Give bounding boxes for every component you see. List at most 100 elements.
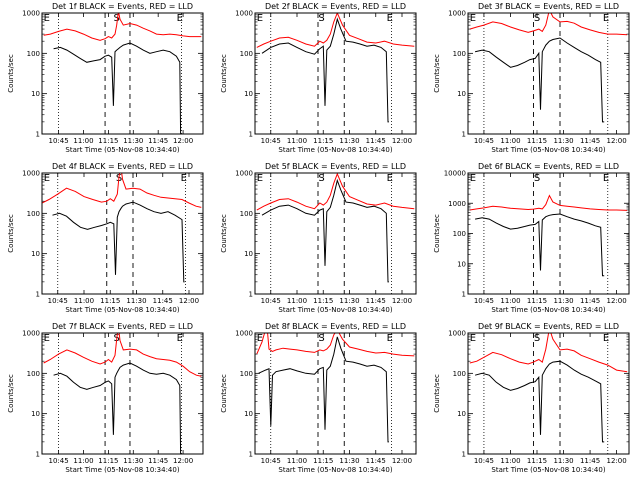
x-tick-label: 11:15: [527, 457, 547, 465]
x-tick-label: 12:00: [392, 137, 412, 145]
segment-label: S: [534, 173, 540, 184]
x-tick-label: 11:15: [100, 297, 120, 305]
y-tick-label: 1: [249, 131, 253, 139]
x-tick-label: 11:45: [153, 297, 173, 305]
x-tick-label: 11:30: [123, 137, 143, 145]
det-panel-6: Det 6f BLACK = Events, RED = LLD E S E 10:45…: [426, 160, 639, 320]
y-tick-label: 1: [36, 131, 40, 139]
series-lld: [43, 13, 202, 41]
series-events: [261, 178, 389, 283]
y-tick-label: 10: [457, 90, 466, 98]
x-tick-label: 10:45: [261, 137, 281, 145]
chart-title: Det 3f BLACK = Events, RED = LLD: [478, 2, 619, 11]
y-tick-label: 10: [31, 410, 40, 418]
x-tick-label: 11:00: [500, 137, 520, 145]
x-tick-label: 11:00: [73, 457, 93, 465]
x-tick-label: 11:30: [339, 457, 359, 465]
plot-frame: [467, 12, 630, 135]
series-events: [53, 42, 182, 134]
x-tick-label: 10:45: [474, 137, 494, 145]
series-events: [474, 360, 605, 443]
y-tick-label: 100: [453, 50, 466, 58]
x-tick-label: 11:15: [313, 297, 333, 305]
segment-label: S: [318, 13, 324, 24]
segment-label: E: [387, 173, 393, 184]
y-tick-label: 1: [462, 451, 466, 459]
y-tick-label: 10: [244, 90, 253, 98]
y-axis-label: Counts/sec: [7, 54, 15, 93]
segment-label: E: [177, 333, 183, 344]
x-tick-label: 11:00: [500, 457, 520, 465]
x-tick-label: 11:45: [366, 457, 386, 465]
segment-label: E: [470, 333, 476, 344]
y-tick-label: 10: [457, 260, 466, 268]
series-events: [261, 17, 389, 123]
det-panel-5: Det 5f BLACK = Events, RED = LLD E S E 10:45…: [213, 160, 426, 320]
y-tick-label: 100: [27, 50, 40, 58]
chart-title: Det 5f BLACK = Events, RED = LLD: [265, 162, 406, 171]
x-tick-label: 11:45: [580, 137, 600, 145]
y-tick-label: 1000: [235, 170, 253, 178]
x-tick-label: 11:15: [313, 457, 333, 465]
y-tick-label: 100: [240, 50, 253, 58]
y-tick-label: 100: [27, 210, 40, 218]
x-tick-label: 11:00: [74, 297, 94, 305]
segment-label: E: [44, 13, 50, 24]
x-tick-label: 11:00: [500, 297, 520, 305]
y-tick-label: 1000: [235, 10, 253, 18]
x-tick-label: 11:00: [287, 297, 307, 305]
y-tick-label: 10: [457, 410, 466, 418]
x-tick-label: 11:45: [366, 297, 386, 305]
x-axis-label: Start Time (05-Nov-08 10:34:40): [491, 146, 605, 154]
y-tick-label: 1: [36, 451, 40, 459]
y-tick-label: 100: [240, 370, 253, 378]
x-axis-label: Start Time (05-Nov-08 10:34:40): [65, 306, 179, 314]
segment-label: E: [603, 13, 609, 24]
plot-frame: [467, 172, 630, 295]
x-tick-label: 11:45: [580, 297, 600, 305]
x-tick-label: 10:45: [474, 457, 494, 465]
y-axis-label: Counts/sec: [433, 214, 441, 253]
segment-label: E: [257, 13, 263, 24]
chart-title: Det 4f BLACK = Events, RED = LLD: [52, 162, 193, 171]
series-lld: [469, 333, 628, 373]
chart-title: Det 1f BLACK = Events, RED = LLD: [52, 2, 193, 11]
plot-frame: [467, 332, 630, 455]
plot-frame: [254, 12, 417, 135]
segment-label: S: [534, 333, 540, 344]
x-tick-label: 11:30: [123, 457, 143, 465]
x-axis-label: Start Time (05-Nov-08 10:34:40): [65, 146, 179, 154]
x-tick-label: 11:30: [339, 297, 359, 305]
x-tick-label: 11:15: [98, 137, 118, 145]
segment-label: E: [257, 333, 263, 344]
x-tick-label: 10:45: [261, 457, 281, 465]
x-tick-label: 12:00: [607, 457, 627, 465]
y-tick-label: 100: [453, 230, 466, 238]
x-tick-label: 11:15: [527, 137, 547, 145]
series-lld: [469, 194, 628, 211]
segment-label: S: [534, 13, 540, 24]
y-axis-label: Counts/sec: [7, 374, 15, 413]
x-tick-label: 11:00: [287, 137, 307, 145]
y-tick-label: 1000: [448, 200, 466, 208]
y-axis-label: Counts/sec: [220, 54, 228, 93]
det-panel-3: Det 3f BLACK = Events, RED = LLD E S E 10:45…: [426, 0, 639, 160]
y-tick-label: 1: [249, 451, 253, 459]
plot-frame: [254, 332, 417, 455]
x-tick-label: 11:00: [73, 137, 93, 145]
x-tick-label: 12:00: [179, 297, 199, 305]
series-events: [258, 336, 389, 443]
x-tick-label: 11:00: [287, 457, 307, 465]
x-axis-label: Start Time (05-Nov-08 10:34:40): [278, 466, 392, 474]
segment-label: E: [177, 13, 183, 24]
y-axis-label: Counts/sec: [220, 214, 228, 253]
x-tick-label: 11:30: [339, 137, 359, 145]
series-lld: [256, 13, 415, 48]
plot-frame: [41, 12, 204, 135]
